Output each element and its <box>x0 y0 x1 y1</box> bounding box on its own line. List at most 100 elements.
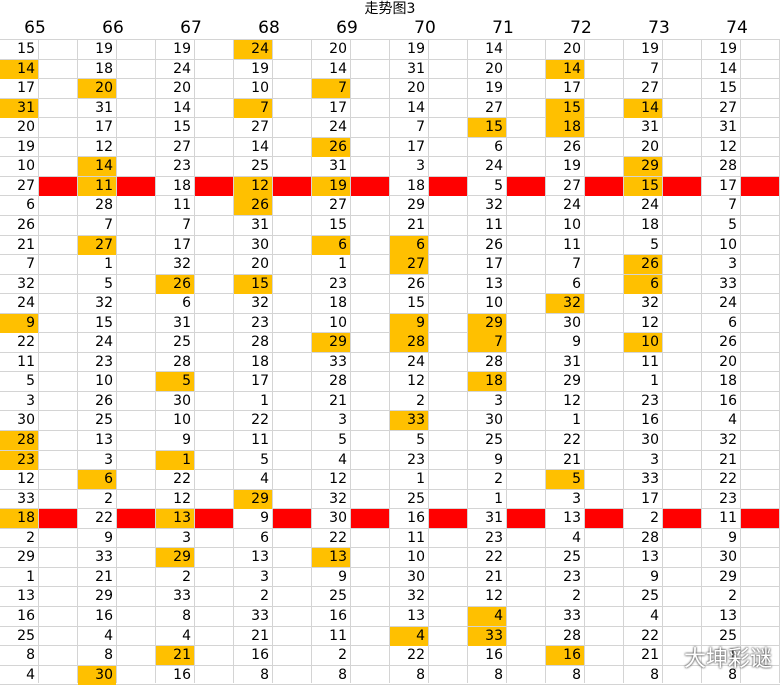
cell-value[interactable]: 15 <box>719 80 737 96</box>
cell-value[interactable]: 18 <box>329 295 347 311</box>
cell-value[interactable]: 7 <box>494 334 503 350</box>
cell-value[interactable]: 28 <box>407 334 425 350</box>
cell-value[interactable]: 27 <box>95 237 113 253</box>
cell-value[interactable]: 4 <box>338 452 347 468</box>
cell-value[interactable]: 24 <box>17 295 35 311</box>
cell-value[interactable]: 5 <box>494 178 503 194</box>
cell-value[interactable]: 27 <box>173 139 191 155</box>
cell-value[interactable]: 9 <box>650 569 659 585</box>
cell-value[interactable]: 19 <box>485 80 503 96</box>
cell-value[interactable]: 19 <box>17 139 35 155</box>
cell-value[interactable]: 18 <box>17 510 35 526</box>
cell-value[interactable]: 3 <box>26 393 35 409</box>
cell-value[interactable]: 22 <box>329 530 347 546</box>
cell-value[interactable]: 31 <box>17 100 35 116</box>
cell-value[interactable]: 27 <box>719 100 737 116</box>
cell-value[interactable]: 29 <box>407 197 425 213</box>
cell-value[interactable]: 12 <box>407 373 425 389</box>
cell-value[interactable]: 23 <box>407 452 425 468</box>
cell-value[interactable]: 9 <box>182 432 191 448</box>
cell-value[interactable]: 11 <box>407 530 425 546</box>
cell-value[interactable]: 10 <box>329 315 347 331</box>
cell-value[interactable]: 6 <box>338 237 347 253</box>
cell-value[interactable]: 16 <box>719 393 737 409</box>
cell-value[interactable]: 7 <box>572 256 581 272</box>
cell-value[interactable]: 8 <box>338 667 347 683</box>
cell-value[interactable]: 11 <box>95 178 113 194</box>
cell-value[interactable]: 25 <box>719 628 737 644</box>
cell-value[interactable]: 27 <box>329 197 347 213</box>
cell-value[interactable]: 2 <box>338 647 347 663</box>
cell-value[interactable]: 26 <box>95 393 113 409</box>
cell-value[interactable]: 27 <box>17 178 35 194</box>
cell-value[interactable]: 10 <box>407 549 425 565</box>
cell-value[interactable]: 11 <box>485 217 503 233</box>
cell-value[interactable]: 33 <box>329 354 347 370</box>
cell-value[interactable]: 24 <box>485 158 503 174</box>
cell-value[interactable]: 15 <box>329 217 347 233</box>
cell-value[interactable]: 1 <box>494 491 503 507</box>
cell-value[interactable]: 28 <box>719 158 737 174</box>
cell-value[interactable]: 30 <box>719 549 737 565</box>
cell-value[interactable]: 31 <box>563 354 581 370</box>
cell-value[interactable]: 18 <box>95 61 113 77</box>
cell-value[interactable]: 13 <box>563 510 581 526</box>
cell-value[interactable]: 13 <box>95 432 113 448</box>
cell-value[interactable]: 23 <box>95 354 113 370</box>
cell-value[interactable]: 9 <box>572 334 581 350</box>
cell-value[interactable]: 29 <box>173 549 191 565</box>
cell-value[interactable]: 33 <box>485 628 503 644</box>
cell-value[interactable]: 30 <box>641 432 659 448</box>
cell-value[interactable]: 1 <box>104 256 113 272</box>
cell-value[interactable]: 7 <box>26 256 35 272</box>
cell-value[interactable]: 1 <box>728 647 737 663</box>
cell-value[interactable]: 1 <box>182 452 191 468</box>
cell-value[interactable]: 5 <box>26 373 35 389</box>
cell-value[interactable]: 20 <box>485 61 503 77</box>
cell-value[interactable]: 14 <box>17 61 35 77</box>
cell-value[interactable]: 25 <box>563 549 581 565</box>
cell-value[interactable]: 33 <box>173 588 191 604</box>
cell-value[interactable]: 11 <box>17 354 35 370</box>
cell-value[interactable]: 4 <box>728 412 737 428</box>
cell-value[interactable]: 23 <box>17 452 35 468</box>
cell-value[interactable]: 33 <box>251 608 269 624</box>
cell-value[interactable]: 5 <box>572 471 581 487</box>
cell-value[interactable]: 21 <box>95 569 113 585</box>
cell-value[interactable]: 33 <box>407 412 425 428</box>
cell-value[interactable]: 16 <box>641 412 659 428</box>
cell-value[interactable]: 22 <box>641 628 659 644</box>
cell-value[interactable]: 6 <box>650 276 659 292</box>
cell-value[interactable]: 8 <box>416 667 425 683</box>
cell-value[interactable]: 1 <box>260 393 269 409</box>
cell-value[interactable]: 17 <box>251 373 269 389</box>
cell-value[interactable]: 30 <box>407 569 425 585</box>
cell-value[interactable]: 30 <box>95 667 113 683</box>
cell-value[interactable]: 29 <box>641 158 659 174</box>
cell-value[interactable]: 11 <box>251 432 269 448</box>
cell-value[interactable]: 30 <box>563 315 581 331</box>
cell-value[interactable]: 17 <box>719 178 737 194</box>
cell-value[interactable]: 15 <box>641 178 659 194</box>
cell-value[interactable]: 31 <box>329 158 347 174</box>
cell-value[interactable]: 6 <box>260 530 269 546</box>
cell-value[interactable]: 4 <box>182 628 191 644</box>
cell-value[interactable]: 16 <box>173 667 191 683</box>
cell-value[interactable]: 12 <box>173 491 191 507</box>
cell-value[interactable]: 28 <box>17 432 35 448</box>
cell-value[interactable]: 4 <box>26 667 35 683</box>
cell-value[interactable]: 10 <box>563 217 581 233</box>
cell-value[interactable]: 11 <box>641 354 659 370</box>
cell-value[interactable]: 30 <box>173 393 191 409</box>
cell-value[interactable]: 10 <box>485 295 503 311</box>
cell-value[interactable]: 12 <box>251 178 269 194</box>
cell-value[interactable]: 17 <box>485 256 503 272</box>
cell-value[interactable]: 1 <box>416 471 425 487</box>
cell-value[interactable]: 21 <box>563 452 581 468</box>
cell-value[interactable]: 32 <box>173 256 191 272</box>
cell-value[interactable]: 15 <box>407 295 425 311</box>
cell-value[interactable]: 18 <box>173 178 191 194</box>
cell-value[interactable]: 29 <box>719 569 737 585</box>
cell-value[interactable]: 6 <box>728 315 737 331</box>
cell-value[interactable]: 24 <box>251 41 269 57</box>
